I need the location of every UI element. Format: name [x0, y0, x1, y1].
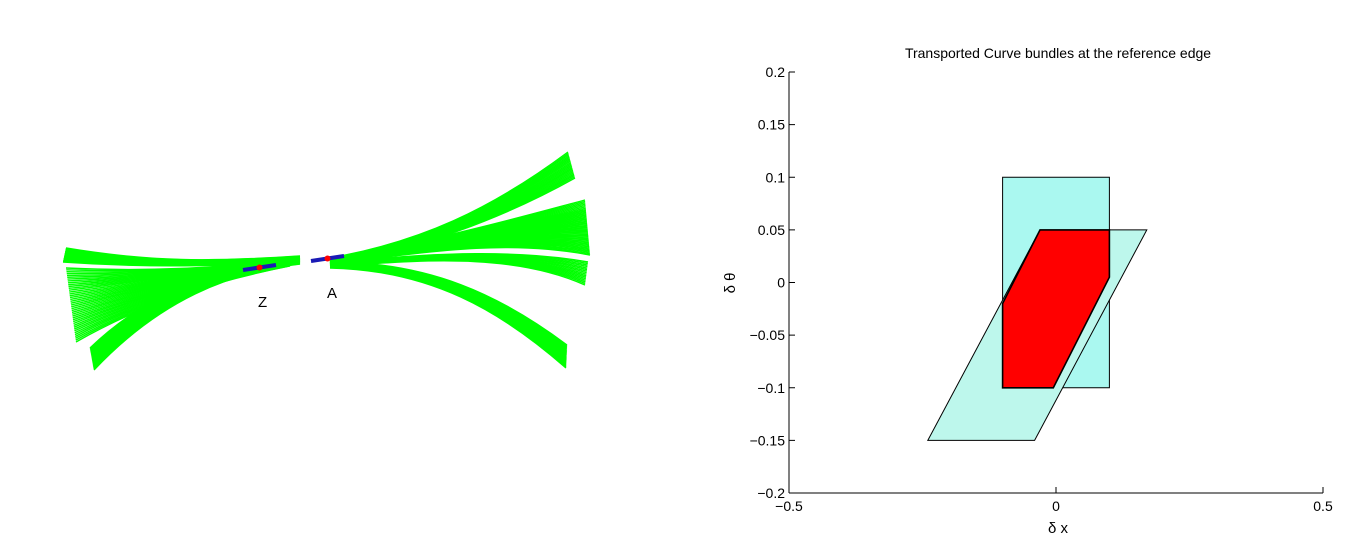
polygon-group	[926, 176, 1148, 441]
x-axis-label: δ x	[1048, 520, 1069, 537]
bundle-curve	[329, 264, 567, 356]
chart-canvas: Transported Curve bundles at the referen…	[722, 45, 1333, 537]
point-z-marker	[256, 264, 263, 271]
bundle-canvas: Z A	[62, 151, 591, 371]
bundle-curve	[93, 263, 301, 371]
reference-edges	[242, 254, 345, 272]
bundle-curve	[339, 260, 586, 286]
point-a-label: A	[327, 285, 337, 302]
bundle-curve	[329, 264, 567, 358]
bundle-curve	[329, 267, 567, 369]
curve-bundle-figure: Z A	[0, 0, 660, 554]
bundle-curve	[329, 264, 567, 359]
y-tick-label: 0.1	[766, 169, 786, 185]
y-tick-label: 0.05	[758, 222, 785, 238]
point-z-label: Z	[258, 294, 267, 311]
point-a-marker	[324, 255, 331, 262]
x-tick-label: 0.5	[1313, 498, 1333, 514]
y-tick-label: −0.05	[750, 327, 786, 343]
y-tick-label: 0	[777, 275, 785, 291]
chart-panel: Transported Curve bundles at the referen…	[680, 0, 1360, 554]
y-tick-label: 0.15	[758, 117, 785, 133]
axes-group: 0.2 0.15 0.1 0.05 0 −0.05 −0.1 −0.15 −0.2−0.5 0 0.…	[750, 64, 1333, 514]
y-tick-label: 0.2	[766, 64, 786, 80]
x-tick-label: −0.5	[775, 498, 803, 514]
bundle-curve	[329, 263, 568, 355]
y-tick-label: −0.1	[757, 380, 785, 396]
y-axis-label: δ θ	[722, 273, 739, 294]
y-tick-label: −0.15	[750, 432, 786, 448]
y-tick-label: −0.2	[757, 485, 785, 501]
chart-title: Transported Curve bundles at the referen…	[905, 45, 1211, 61]
x-tick-label: 0	[1052, 498, 1060, 514]
series-polygon	[1001, 229, 1111, 389]
curve-bundle-group	[62, 151, 591, 371]
